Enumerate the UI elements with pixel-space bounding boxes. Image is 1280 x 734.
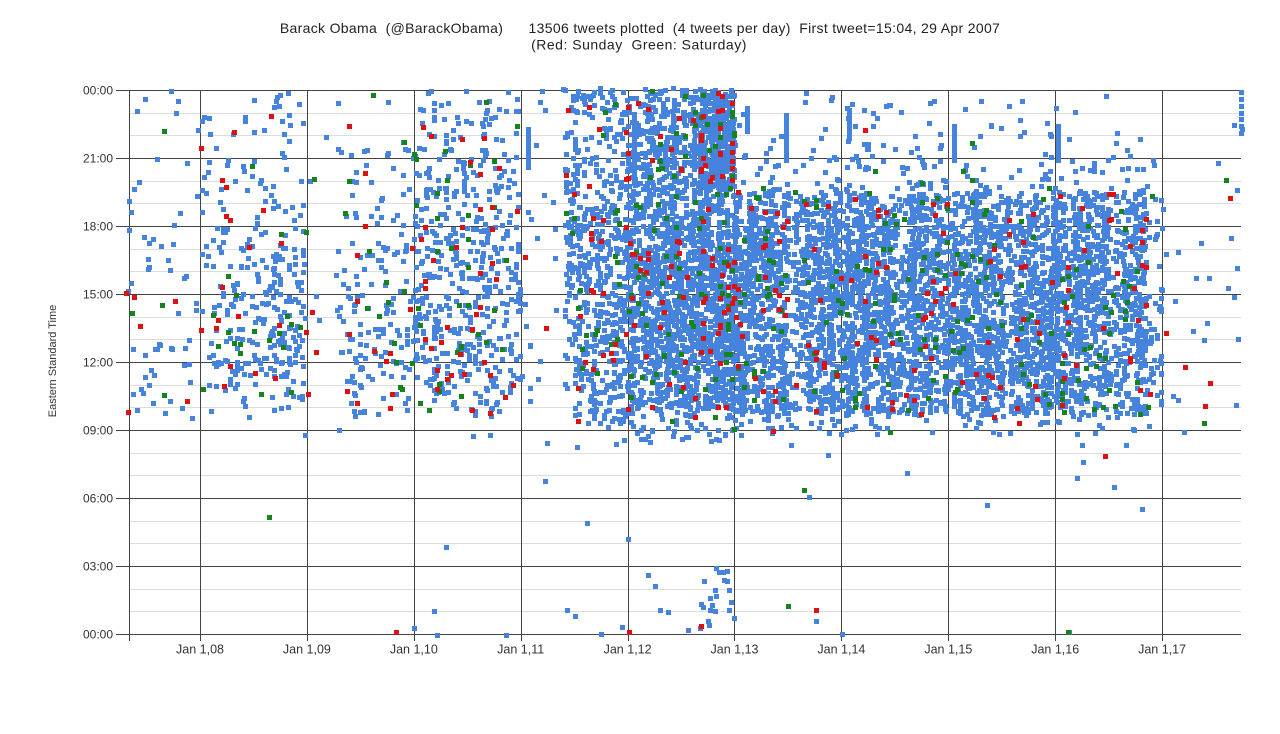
svg-text:(Red: Sunday Green: Saturday): (Red: Sunday Green: Saturday) — [531, 37, 747, 53]
svg-text:00:00: 00:00 — [83, 628, 113, 642]
svg-text:00:00: 00:00 — [83, 84, 113, 98]
svg-text:Jan 1,08: Jan 1,08 — [176, 643, 224, 657]
svg-text:Jan 1,14: Jan 1,14 — [817, 643, 865, 657]
svg-text:03:00: 03:00 — [83, 560, 113, 574]
svg-text:Jan 1,13: Jan 1,13 — [711, 643, 759, 657]
svg-text:18:00: 18:00 — [83, 220, 113, 234]
svg-text:Jan 1,09: Jan 1,09 — [283, 643, 331, 657]
svg-text:09:00: 09:00 — [83, 424, 113, 438]
svg-text:Jan 1,15: Jan 1,15 — [924, 643, 972, 657]
svg-text:Jan 1,16: Jan 1,16 — [1031, 643, 1079, 657]
svg-text:15:00: 15:00 — [83, 288, 113, 302]
svg-text:Jan 1,11: Jan 1,11 — [497, 643, 544, 657]
svg-text:Eastern Standard Time: Eastern Standard Time — [47, 305, 59, 418]
svg-text:21:00: 21:00 — [83, 152, 113, 166]
svg-text:Jan 1,12: Jan 1,12 — [604, 643, 652, 657]
svg-text:Jan 1,10: Jan 1,10 — [390, 643, 438, 657]
svg-text:06:00: 06:00 — [83, 492, 113, 506]
svg-text:12:00: 12:00 — [83, 356, 113, 370]
svg-text:Jan 1,17: Jan 1,17 — [1138, 643, 1186, 657]
svg-text:Barack Obama (@BarackObama): Barack Obama (@BarackObama) 13506 tweets… — [280, 20, 1000, 36]
